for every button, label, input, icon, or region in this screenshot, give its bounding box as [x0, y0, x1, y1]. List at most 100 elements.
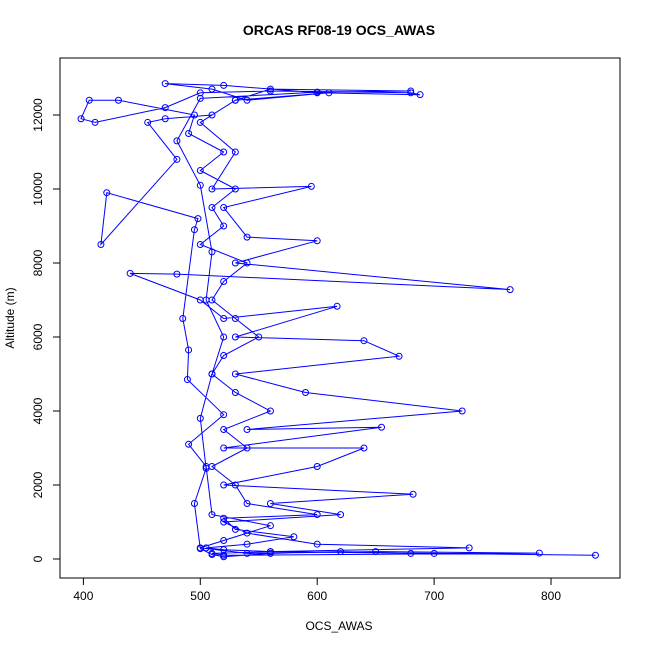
data-point	[173, 137, 181, 145]
data-point	[243, 425, 251, 433]
data-point	[337, 548, 345, 556]
y-tick-label: 10000	[31, 172, 45, 206]
data-point	[114, 96, 122, 104]
data-point	[313, 237, 321, 245]
data-point	[208, 185, 216, 193]
data-point	[220, 411, 228, 419]
data-point	[302, 388, 310, 396]
data-point	[231, 185, 239, 193]
data-point	[208, 551, 216, 559]
data-point	[266, 87, 274, 95]
data-point	[202, 464, 210, 472]
data-point	[231, 314, 239, 322]
data-point	[220, 553, 228, 561]
data-point	[337, 511, 345, 519]
data-point	[313, 462, 321, 470]
y-axis-label: Altitude (m)	[3, 287, 17, 348]
data-point	[231, 96, 239, 104]
data-point	[220, 148, 228, 156]
data-point	[231, 333, 239, 341]
data-point	[266, 548, 274, 556]
data-point	[458, 407, 466, 415]
data-point	[266, 407, 274, 415]
data-point	[144, 118, 152, 126]
data-point	[220, 444, 228, 452]
data-point	[243, 529, 251, 537]
data-point	[430, 549, 438, 557]
data-point	[243, 499, 251, 507]
data-point	[243, 233, 251, 241]
data-point	[231, 370, 239, 378]
data-point	[126, 269, 134, 277]
data-point	[208, 248, 216, 256]
y-tick-label: 4000	[31, 397, 45, 424]
data-point	[243, 96, 251, 104]
data-point	[231, 481, 239, 489]
data-point	[183, 376, 191, 384]
data-point	[208, 204, 216, 212]
data-point	[196, 414, 204, 422]
data-point	[220, 222, 228, 230]
x-tick-label: 400	[73, 589, 93, 603]
data-point	[161, 80, 169, 88]
chart-title: ORCAS RF08-19 OCS_AWAS	[243, 22, 435, 38]
data-point	[243, 259, 251, 267]
data-point	[220, 278, 228, 286]
data-point	[506, 286, 514, 294]
data-point	[196, 167, 204, 175]
data-point	[255, 333, 263, 341]
data-point	[407, 89, 415, 97]
data-point	[307, 182, 315, 190]
data-point	[208, 370, 216, 378]
data-point	[313, 88, 321, 96]
data-point	[220, 536, 228, 544]
data-point	[196, 94, 204, 102]
data-point	[535, 549, 543, 557]
data-point	[407, 87, 415, 95]
data-point	[220, 514, 228, 522]
data-point	[313, 540, 321, 548]
x-tick-label: 800	[541, 589, 561, 603]
x-axis-label: OCS_AWAS	[305, 619, 372, 633]
data-point	[91, 118, 99, 126]
data-point	[378, 423, 386, 431]
data-point	[231, 525, 239, 533]
y-tick-label: 8000	[31, 249, 45, 276]
data-point	[220, 425, 228, 433]
data-point	[196, 118, 204, 126]
data-point	[407, 549, 415, 557]
data-point	[231, 388, 239, 396]
data-point	[220, 81, 228, 89]
data-point	[185, 130, 193, 138]
x-tick-label: 500	[190, 589, 210, 603]
data-point	[313, 511, 321, 519]
data-point	[208, 511, 216, 519]
data-point	[85, 96, 93, 104]
y-tick-label: 6000	[31, 323, 45, 350]
series-line	[80, 83, 596, 558]
data-point	[333, 302, 341, 310]
data-point	[220, 351, 228, 359]
data-point	[179, 314, 187, 322]
data-point	[220, 333, 228, 341]
data-point	[395, 352, 403, 360]
data-point	[220, 314, 228, 322]
data-point	[591, 551, 599, 559]
data-point	[196, 545, 204, 553]
data-point	[161, 104, 169, 112]
data-point	[208, 85, 216, 93]
data-point	[325, 89, 333, 97]
data-point	[220, 204, 228, 212]
data-point	[220, 518, 228, 526]
y-tick-label: 12000	[31, 98, 45, 132]
data-point	[194, 215, 202, 223]
data-point	[77, 115, 85, 123]
data-point	[103, 189, 111, 197]
data-point	[243, 444, 251, 452]
y-tick-label: 0	[31, 555, 45, 562]
data-point	[231, 148, 239, 156]
data-point	[372, 548, 380, 556]
